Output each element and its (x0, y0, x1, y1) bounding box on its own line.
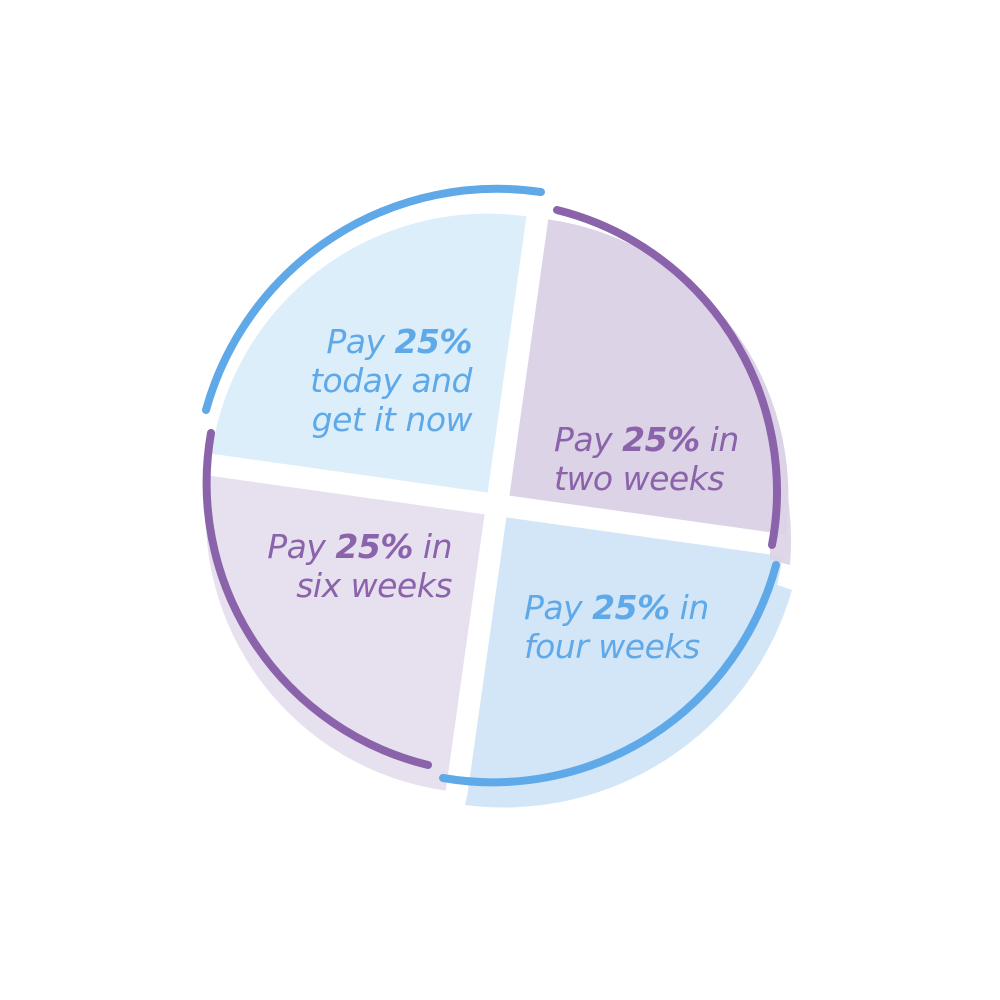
label-six-weeks-suffix: in (412, 527, 453, 566)
label-four-weeks-line2: four weeks (524, 627, 700, 666)
label-six-weeks: Pay 25% in six weeks (230, 527, 452, 605)
label-today-line2: today and (310, 361, 472, 400)
label-four-weeks-line1: Pay 25% in (524, 588, 709, 627)
label-two-weeks-percent: 25% (622, 420, 700, 459)
label-six-weeks-line1: Pay 25% in (230, 527, 452, 566)
label-six-weeks-prefix: Pay (267, 527, 336, 566)
label-six-weeks-line2: six weeks (296, 566, 452, 605)
label-today-line1: Pay 25% (250, 322, 472, 361)
label-two-weeks-line2: two weeks (554, 459, 725, 498)
arc-six-weeks (202, 429, 432, 769)
arc-today (202, 184, 545, 414)
label-four-weeks-suffix: in (669, 588, 710, 627)
label-two-weeks-prefix: Pay (554, 420, 623, 459)
label-two-weeks-suffix: in (699, 420, 740, 459)
arc-four-weeks (439, 561, 780, 787)
label-today-prefix: Pay (326, 322, 395, 361)
label-four-weeks: Pay 25% in four weeks (524, 588, 709, 666)
wedge-four-weeks (467, 517, 783, 797)
wedge-today (211, 213, 527, 493)
label-six-weeks-percent: 25% (335, 527, 413, 566)
arc-two-weeks (553, 206, 781, 549)
wedge-two-weeks (509, 219, 789, 535)
label-today-line3: get it now (311, 400, 473, 439)
label-today-percent: 25% (394, 322, 473, 361)
label-two-weeks: Pay 25% in two weeks (554, 420, 739, 498)
label-today: Pay 25% today and get it now (250, 322, 472, 439)
label-four-weeks-prefix: Pay (524, 588, 593, 627)
label-two-weeks-line1: Pay 25% in (554, 420, 739, 459)
label-four-weeks-percent: 25% (592, 588, 670, 627)
wedge-six-weeks (205, 475, 485, 791)
